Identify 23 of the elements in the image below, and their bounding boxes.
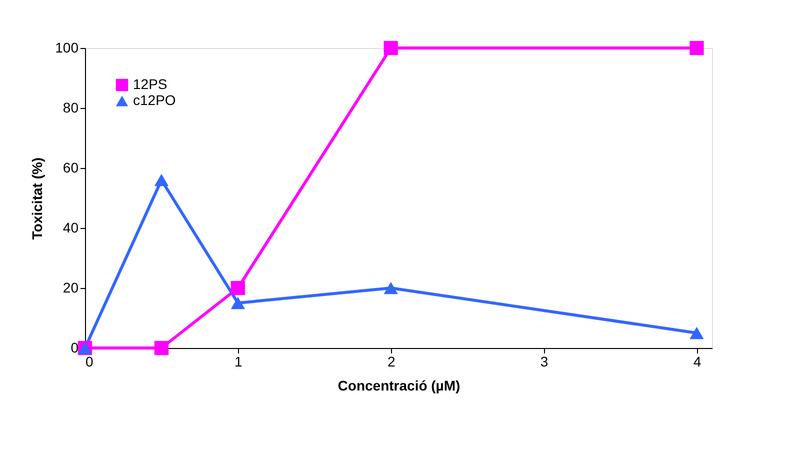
point (690, 326, 704, 340)
x-axis-title: Concentració (µM) (338, 378, 460, 394)
x-tick-label: 4 (693, 354, 702, 370)
legend-label: 12PS (133, 76, 168, 92)
y-tick-label: 100 (55, 40, 79, 56)
y-tick-label: 0 (70, 340, 79, 356)
y-axis-title: Toxicitat (%) (29, 157, 46, 240)
point (154, 340, 169, 356)
y-tick-label: 20 (62, 280, 79, 296)
x-tick-label: 1 (234, 354, 243, 370)
point (690, 40, 704, 56)
x-tick-label: 3 (540, 354, 548, 370)
point (154, 174, 169, 186)
point (384, 282, 398, 294)
y-tick-label: 60 (62, 160, 79, 176)
y-tick-label: 40 (62, 220, 79, 236)
y-tick-label: 80 (62, 100, 79, 116)
point (384, 40, 398, 56)
point (230, 280, 245, 296)
point (230, 296, 245, 310)
legend-label: c12PO (133, 92, 176, 108)
x-tick-label: 0 (86, 354, 94, 370)
x-tick-label: 2 (387, 354, 396, 370)
